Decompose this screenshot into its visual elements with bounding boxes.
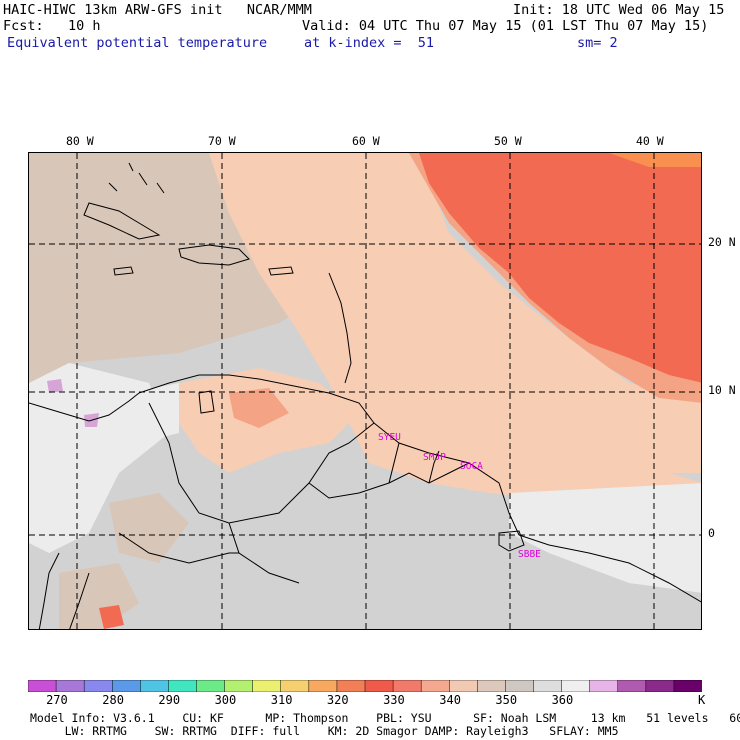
colorbar-tick-label: 320: [326, 693, 349, 707]
colorbar-tick-label: 290: [158, 693, 181, 707]
map-panel: SYEU SMJP SOCA SBBE: [28, 152, 702, 630]
forecast-hour: Fcst: 10 h: [3, 18, 101, 34]
colorbar-swatch: [617, 680, 647, 692]
station-smjp: SMJP: [423, 452, 446, 463]
theta-e-field: [29, 153, 701, 629]
station-sbbe: SBBE: [518, 549, 541, 560]
colorbar-tick-label: 270: [46, 693, 68, 707]
lat-label-10n: 10 N: [708, 383, 736, 397]
colorbar-swatch: [477, 680, 507, 692]
red-region: [419, 153, 701, 383]
lavender-patch-1: [47, 379, 63, 393]
peach-region: [209, 153, 701, 473]
venezuela-hot: [229, 388, 289, 428]
field-name: Equivalent potential temperature: [7, 35, 268, 51]
colorbar-swatch: [589, 680, 619, 692]
colorbar: [28, 680, 702, 692]
colorbar-tick-label: 340: [439, 693, 461, 707]
colorbar-swatch: [673, 680, 702, 692]
model-info-line1: Model Info: V3.6.1 CU: KF MP: Thompson P…: [30, 711, 740, 725]
colorbar-swatch: [280, 680, 310, 692]
smoothing-value: sm= 2: [577, 35, 618, 51]
colorbar-swatch: [392, 680, 422, 692]
colorbar-swatch: [308, 680, 338, 692]
colorbar-tick-label: 300: [214, 693, 237, 707]
colorbar-swatch: [533, 680, 563, 692]
vertical-level: at k-index = 51: [304, 35, 435, 51]
colorbar-swatch: [196, 680, 226, 692]
colorbar-swatch: [364, 680, 394, 692]
light-grey-east: [509, 483, 701, 593]
colorbar-unit: K: [698, 693, 706, 707]
lon-label-60w: 60 W: [352, 134, 380, 148]
colorbar-tick-label: 360: [551, 693, 574, 707]
colorbar-swatch: [140, 680, 170, 692]
colorbar-swatch: [83, 680, 113, 692]
lon-label-40w: 40 W: [636, 134, 664, 148]
station-soca: SOCA: [460, 461, 483, 472]
colorbar-swatch: [28, 680, 57, 692]
init-time: Init: 18 UTC Wed 06 May 15: [513, 2, 725, 18]
valid-time: Valid: 04 UTC Thu 07 May 15 (01 LST Thu …: [302, 18, 709, 34]
colorbar-swatch: [505, 680, 535, 692]
colorbar-swatch: [336, 680, 366, 692]
coastlines: [29, 162, 701, 629]
orange-corner: [609, 153, 701, 167]
colorbar-swatch: [645, 680, 675, 692]
colorbar-swatch: [449, 680, 479, 692]
colorbar-tick-label: 280: [102, 693, 124, 707]
colorbar-swatch: [55, 680, 85, 692]
colorbar-tick-label: 310: [270, 693, 293, 707]
lat-label-equator: 0: [708, 526, 715, 540]
colorbar-swatch: [252, 680, 282, 692]
lon-label-50w: 50 W: [494, 134, 522, 148]
colorbar-tick-label: 330: [383, 693, 405, 707]
colorbar-tick-label: 350: [495, 693, 518, 707]
colorbar-swatch: [112, 680, 142, 692]
colorbar-swatch: [168, 680, 198, 692]
colorbar-swatch: [561, 680, 591, 692]
peach-region-east: [329, 383, 701, 513]
colombia-warm: [109, 493, 189, 563]
lat-label-20n: 20 N: [708, 235, 736, 249]
colorbar-swatch: [224, 680, 254, 692]
model-title: HAIC-HIWC 13km ARW-GFS init NCAR/MMM: [3, 2, 312, 18]
model-info-line2: LW: RRTMG SW: RRTMG DIFF: full KM: 2D Sm…: [30, 724, 619, 738]
station-syeu: SYEU: [378, 432, 401, 443]
lon-label-70w: 70 W: [208, 134, 236, 148]
lon-label-80w: 80 W: [66, 134, 94, 148]
colorbar-swatch: [420, 680, 451, 692]
southwest-hot: [99, 605, 124, 629]
